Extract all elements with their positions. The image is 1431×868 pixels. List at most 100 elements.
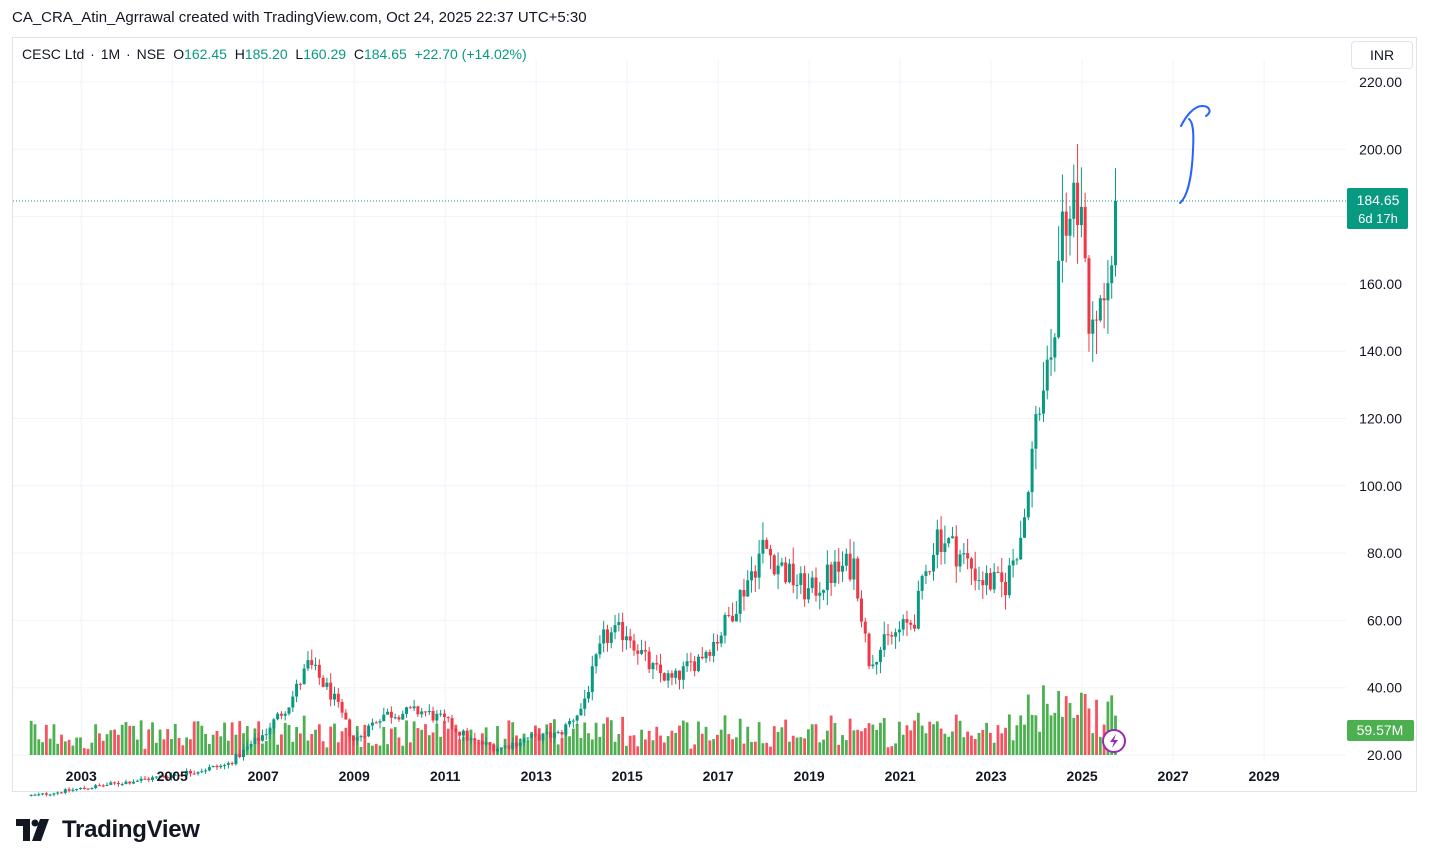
candle-body (1102, 298, 1106, 301)
candle-body (693, 661, 697, 672)
volume-bar (753, 741, 757, 755)
candle-body (897, 629, 901, 633)
candle-body (1095, 319, 1099, 321)
tradingview-logo[interactable]: TradingView (16, 816, 200, 844)
symbol-name[interactable]: CESC Ltd (22, 46, 85, 62)
candle-body (1045, 359, 1049, 391)
volume-bar (1000, 733, 1004, 755)
close-value: 184.65 (363, 46, 407, 62)
volume-bar (1076, 714, 1079, 755)
candle-body (829, 564, 833, 584)
candle-body (351, 736, 355, 741)
candle-body (60, 792, 64, 794)
candle-body (973, 568, 977, 581)
candle-body (139, 778, 143, 781)
volume-bar (640, 729, 643, 755)
candle-body (78, 787, 82, 789)
candle-body (787, 563, 791, 583)
candle-body (571, 720, 575, 722)
volume-bar (1038, 731, 1042, 755)
candle-body (632, 640, 636, 651)
high-value: 185.20 (244, 46, 288, 62)
volume-bar (750, 741, 753, 755)
candle-body (325, 682, 329, 687)
x-tick-label: 2007 (248, 768, 279, 784)
candle-body (712, 641, 716, 656)
volume-bar (135, 739, 139, 755)
volume-bar (928, 721, 932, 755)
candle-body (378, 721, 382, 723)
volume-bar (1106, 701, 1110, 755)
candle-body (1083, 206, 1087, 259)
candle-body (260, 735, 264, 741)
candle-body (537, 734, 541, 741)
candle-body (905, 619, 909, 623)
currency-button[interactable]: INR (1351, 41, 1413, 69)
volume-bar (575, 723, 579, 755)
volume-bar (33, 724, 37, 755)
lightning-icon[interactable] (1102, 729, 1126, 753)
candle-body (124, 781, 128, 785)
volume-bar (837, 744, 841, 755)
volume-bar (594, 722, 598, 755)
volume-bar (632, 735, 636, 755)
volume-bar (416, 728, 420, 755)
volume-bar (932, 724, 935, 755)
volume-bar (689, 748, 693, 755)
candle-body (1015, 559, 1019, 561)
volume-bar (325, 747, 329, 755)
volume-bar (556, 744, 560, 755)
candle-body (731, 615, 735, 622)
candle-body (916, 590, 920, 629)
grid (13, 60, 1346, 762)
volume-bar (769, 746, 772, 755)
x-tick-label: 2015 (612, 768, 643, 784)
volume-bar (283, 722, 287, 755)
volume-bar (693, 744, 697, 755)
volume-bar (371, 745, 374, 755)
candle-body (279, 713, 283, 716)
x-tick-label: 2023 (976, 768, 1007, 784)
candle-body (219, 765, 223, 768)
volume-bar (116, 734, 120, 755)
candle-body (598, 643, 602, 655)
volume-bar (541, 734, 545, 755)
candle-body (685, 661, 689, 667)
candle-body (700, 656, 704, 659)
y-tick-label: 40.00 (1367, 680, 1402, 696)
volume-bar (147, 729, 151, 755)
candle-body (306, 660, 310, 669)
price-tag-countdown: 6d 17h (1358, 211, 1398, 226)
volume-bar (340, 731, 344, 755)
candle-body (477, 740, 481, 742)
volume-bar (170, 739, 173, 755)
volume-bar (719, 729, 723, 755)
volume-bar (568, 736, 571, 755)
candle-body (230, 763, 234, 765)
volume-bar (234, 734, 238, 755)
volume-bar (636, 746, 640, 755)
volume-bar (571, 728, 575, 755)
volume-bar (685, 722, 689, 755)
candle-body (950, 536, 954, 539)
volume-bar (1011, 740, 1015, 755)
volume-bar (894, 743, 898, 755)
candle-body (624, 636, 628, 641)
candle-body (310, 660, 314, 666)
volume-bar (943, 733, 947, 755)
candle-body (791, 563, 795, 586)
interval-label[interactable]: 1M (100, 46, 121, 62)
volume-bar (674, 732, 678, 755)
candle-body (116, 783, 120, 785)
candle-body (507, 745, 511, 749)
candle-body (784, 562, 788, 583)
candle-body (772, 555, 776, 575)
candle-body (533, 734, 537, 736)
candle-body (753, 571, 757, 578)
volume-bar (302, 715, 306, 755)
x-tick-label: 2011 (430, 768, 461, 784)
candle-body (105, 784, 109, 786)
volume-bar (1049, 715, 1053, 755)
candle-body (966, 553, 970, 559)
